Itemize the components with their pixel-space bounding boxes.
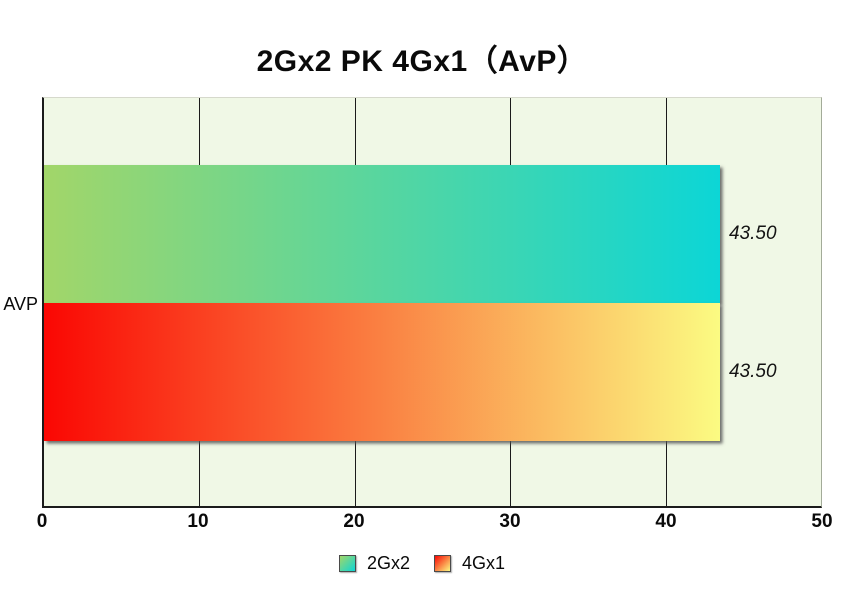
legend-label-2gx2: 2Gx2 — [366, 553, 410, 573]
bar-4gx1 — [44, 303, 720, 441]
x-tick-0: 0 — [36, 511, 48, 532]
y-category-label: AVP — [3, 294, 38, 314]
x-tick-20: 20 — [343, 511, 365, 532]
bar-2gx2 — [44, 165, 720, 303]
legend-swatch-4gx1-icon — [434, 555, 451, 572]
chart-title: 2Gx2 PK 4Gx1（AvP） — [256, 45, 588, 78]
legend-swatch-2gx2-icon — [338, 555, 356, 572]
x-tick-30: 30 — [499, 511, 521, 532]
legend-label-4gx1: 4Gx1 — [462, 553, 506, 573]
bar-row-4gx1: 43.50 — [44, 303, 821, 441]
x-axis: 0 10 20 30 40 50 — [37, 511, 833, 535]
x-tick-10: 10 — [187, 511, 209, 532]
x-tick-50: 50 — [811, 511, 833, 532]
x-tick-40: 40 — [655, 511, 677, 532]
bar-row-2gx2: 43.50 — [44, 165, 821, 303]
bar-value-label-2gx2: 43.50 — [728, 223, 777, 244]
legend-item-2gx2: 2Gx2 — [338, 553, 410, 574]
legend-item-4gx1: 4Gx1 — [434, 553, 505, 574]
plot-area: 43.50 43.50 — [42, 97, 822, 508]
legend: 2Gx2 4Gx1 — [0, 553, 844, 574]
bar-value-label-4gx1: 43.50 — [728, 361, 777, 382]
